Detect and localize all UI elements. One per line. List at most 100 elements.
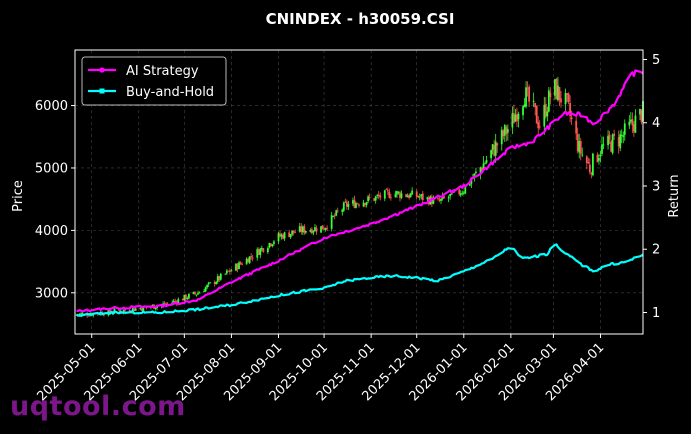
candle-body (443, 196, 445, 199)
candle-body (511, 113, 514, 128)
candle-body (268, 242, 271, 248)
candle-body (364, 203, 366, 205)
candle-body (623, 123, 626, 135)
y-left-tick-label: 3000 (35, 286, 68, 301)
candle-body (421, 193, 424, 201)
candle-body (475, 171, 477, 173)
candle-body (470, 180, 473, 184)
candle-body (245, 258, 248, 265)
candle-body (506, 129, 509, 133)
candle-body (172, 300, 175, 303)
candle-body (620, 135, 623, 136)
candle-body (219, 273, 222, 280)
candle-body (566, 93, 568, 95)
candle-body (526, 87, 529, 89)
candle-body (174, 300, 177, 302)
candle-body (386, 190, 389, 192)
candle-body (139, 308, 142, 310)
candle-body (140, 308, 143, 311)
candle-body (462, 192, 465, 194)
candle-body (336, 210, 339, 212)
candle-body (505, 127, 508, 135)
candle-body (602, 144, 605, 146)
candle-body (447, 197, 450, 199)
candle-body (251, 257, 254, 259)
candle-body (209, 282, 212, 284)
candle-body (218, 276, 221, 280)
y-right-tick-label: 1 (652, 306, 660, 321)
candle-body (131, 308, 134, 312)
candle-body (547, 90, 550, 112)
candle-body (188, 293, 190, 299)
candle-body (607, 135, 609, 146)
candle-body (415, 191, 418, 197)
candle-body (396, 191, 398, 195)
candle-body (517, 113, 520, 120)
candle-body (496, 143, 499, 146)
candle-body (162, 303, 164, 305)
candle-body (599, 155, 602, 157)
candle-body (538, 126, 541, 128)
candle-body (347, 204, 350, 207)
candle-body (312, 230, 315, 233)
candle-body (440, 198, 442, 201)
candle-body (87, 315, 90, 317)
candle-body (283, 232, 286, 239)
candle-body (330, 215, 333, 229)
candle-body (613, 133, 616, 136)
candle-body (342, 202, 345, 211)
candle-body (634, 115, 637, 133)
candle-body (399, 192, 401, 198)
candle-body (379, 195, 382, 198)
candle-body (558, 86, 561, 100)
y-right-tick-label: 4 (652, 116, 660, 131)
candle-body (628, 121, 631, 126)
candle-body (532, 100, 535, 102)
candle-body (204, 287, 207, 292)
candle-body (373, 198, 376, 201)
candle-body (458, 189, 461, 195)
candle-body (229, 270, 231, 272)
candle-body (315, 228, 318, 232)
candle-body (291, 230, 294, 235)
candle-body (248, 256, 251, 264)
y-left-tick-label: 6000 (35, 99, 68, 114)
candle-body (383, 190, 386, 199)
candle-body (279, 233, 281, 237)
candle-body (118, 309, 120, 311)
candle-body (225, 270, 228, 274)
candle-body (522, 106, 524, 116)
candle-body (493, 145, 496, 156)
chart-title: CNINDEX - h30059.CSI (266, 10, 455, 28)
candle-body (525, 87, 527, 107)
candle-body (186, 298, 189, 299)
candle-body (102, 314, 105, 316)
y-axis-right-label: Return (667, 174, 682, 217)
candle-body (206, 284, 209, 288)
candle-body (355, 203, 357, 208)
legend-box (81, 56, 227, 106)
y-right-tick-label: 3 (652, 179, 660, 194)
candle-body (485, 159, 488, 163)
candle-body (534, 102, 537, 108)
candle-body (81, 313, 84, 314)
candle-body (640, 110, 643, 123)
candle-body (611, 134, 614, 154)
candle-body (557, 85, 559, 101)
legend: AI Strategy Buy-and-Hold (81, 56, 227, 106)
candle-body (358, 204, 360, 206)
candle-body (259, 248, 262, 256)
y-left-tick-label: 5000 (35, 161, 68, 176)
candle-body (352, 200, 354, 204)
candle-body (587, 162, 590, 164)
candle-body (569, 102, 572, 117)
candle-body (432, 198, 435, 204)
candle-body (213, 282, 216, 284)
candle-body (570, 117, 573, 120)
candle-body (438, 199, 441, 201)
plot-frame (74, 49, 644, 335)
candle-body (591, 153, 594, 176)
candle-body (320, 226, 322, 233)
candle-body (365, 202, 368, 205)
candle-body (631, 119, 634, 126)
